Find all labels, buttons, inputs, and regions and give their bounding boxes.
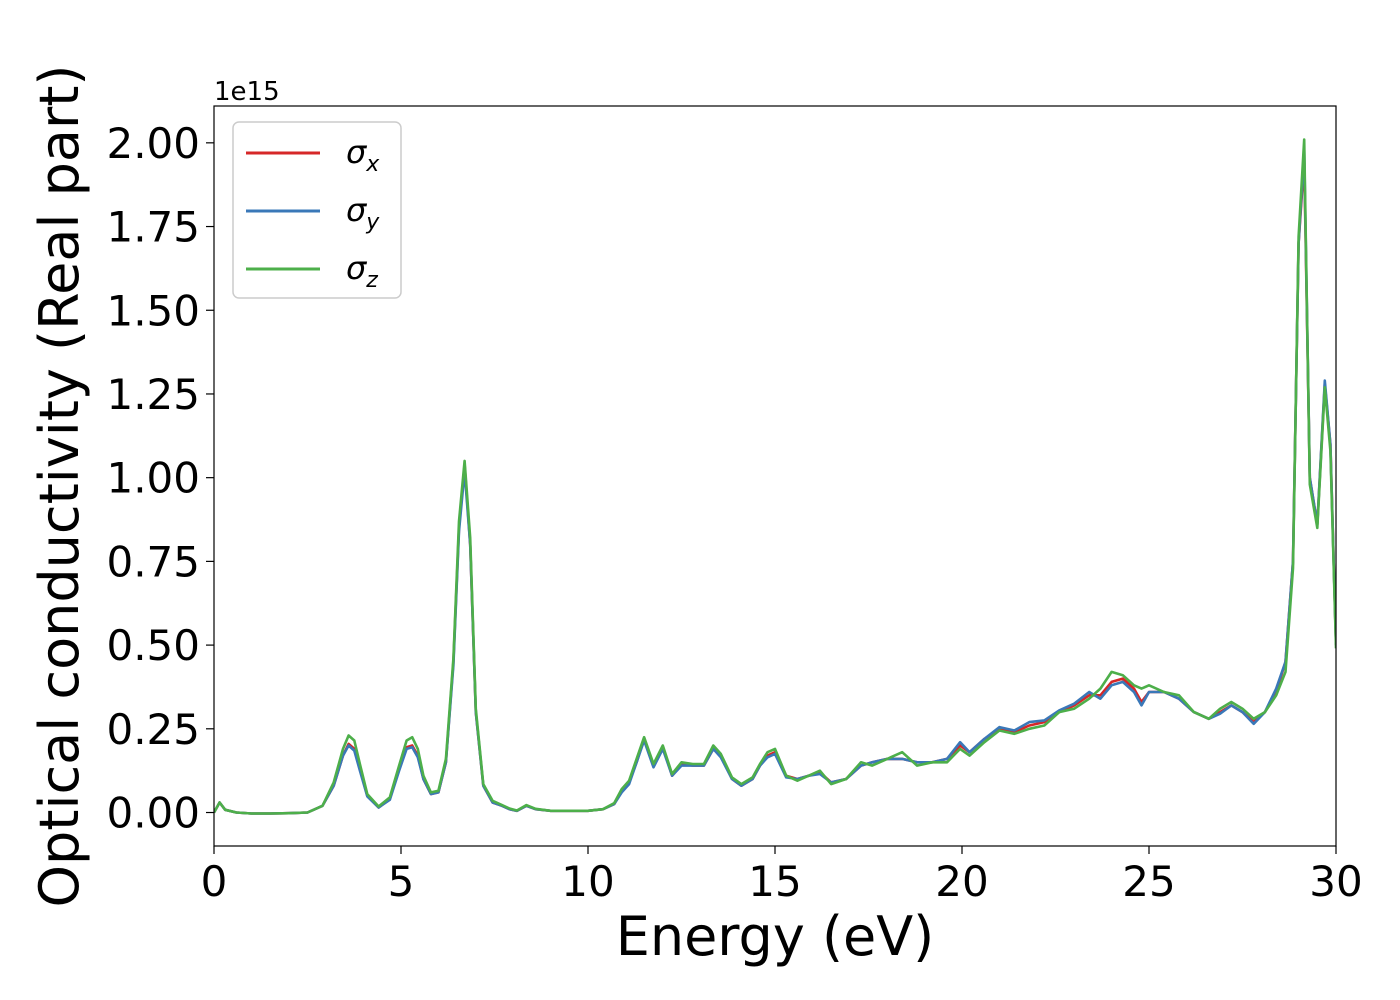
x-tick-label: 10 bbox=[561, 857, 614, 906]
legend-label-z: σz bbox=[346, 249, 378, 293]
x-tick-label: 0 bbox=[201, 857, 228, 906]
y-tick-label: 1.75 bbox=[106, 203, 200, 252]
y-tick-label: 0.00 bbox=[106, 789, 200, 838]
y-axis-offset-label: 1e15 bbox=[214, 77, 280, 107]
series-line-z bbox=[214, 138, 1336, 815]
x-tick-label: 5 bbox=[388, 857, 415, 906]
y-tick-label: 0.75 bbox=[106, 537, 200, 586]
x-tick-label: 30 bbox=[1309, 857, 1362, 906]
x-tick-label: 20 bbox=[935, 857, 988, 906]
y-tick-label: 1.50 bbox=[106, 286, 200, 335]
legend-label-x: σx bbox=[346, 133, 380, 177]
x-tick-label: 25 bbox=[1122, 857, 1175, 906]
y-tick-label: 2.00 bbox=[106, 119, 200, 168]
x-tick-label: 15 bbox=[748, 857, 801, 906]
y-tick-label: 0.50 bbox=[106, 621, 200, 670]
series-lines bbox=[214, 138, 1336, 815]
legend-label-y: σy bbox=[346, 191, 380, 235]
y-tick-label: 0.25 bbox=[106, 705, 200, 754]
x-axis-title: Energy (eV) bbox=[616, 905, 935, 968]
x-axis-ticks: 0 5 10 15 20 25 30 bbox=[201, 846, 1363, 906]
y-tick-label: 1.25 bbox=[106, 370, 200, 419]
y-tick-label: 1.00 bbox=[106, 454, 200, 503]
legend: σx σy σz bbox=[232, 121, 402, 299]
y-axis-ticks: 0.00 0.25 0.50 0.75 1.00 1.25 1.50 1.75 2.00 bbox=[106, 119, 214, 838]
y-axis-title: Optical conductivity (Real part) bbox=[28, 65, 91, 908]
